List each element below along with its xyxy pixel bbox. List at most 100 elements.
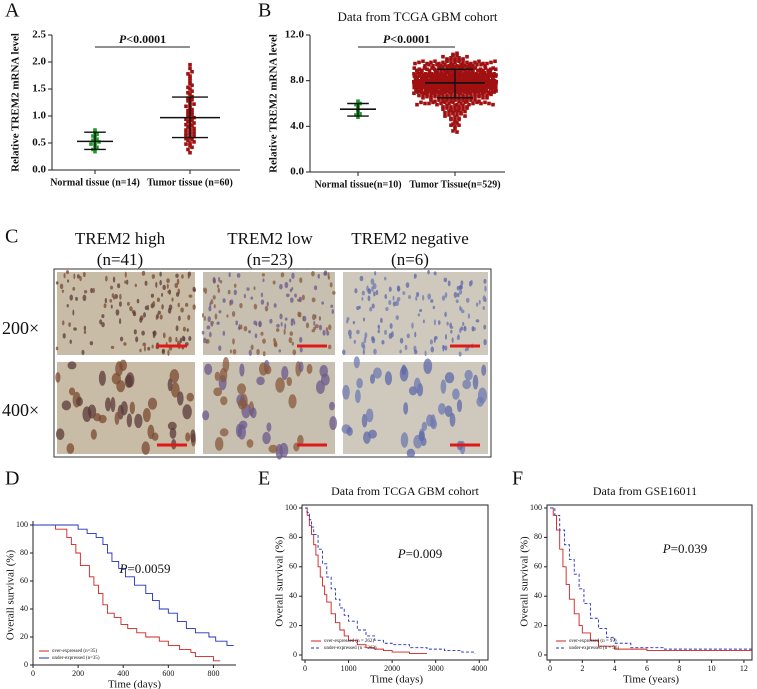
nucleus <box>129 306 133 312</box>
nucleus <box>113 296 116 300</box>
data-point <box>439 64 443 68</box>
data-point <box>487 101 491 106</box>
nucleus <box>385 307 389 311</box>
nucleus <box>353 339 357 344</box>
nucleus <box>284 281 289 289</box>
data-point <box>473 94 477 99</box>
data-point <box>453 103 457 108</box>
data-point <box>429 72 434 76</box>
data-point <box>190 107 194 112</box>
nucleus <box>217 287 221 294</box>
data-point <box>486 68 490 73</box>
nucleus <box>311 270 315 277</box>
data-point <box>184 131 188 136</box>
data-point <box>188 74 192 78</box>
nucleus <box>105 397 112 412</box>
nucleus <box>237 383 247 395</box>
nucleus <box>141 270 146 276</box>
nucleus <box>399 349 402 354</box>
data-point <box>439 69 443 74</box>
nucleus <box>471 325 475 332</box>
data-point <box>433 92 437 97</box>
nucleus <box>276 323 280 328</box>
nucleus <box>72 286 76 291</box>
data-point <box>482 84 486 89</box>
data-point <box>449 116 453 121</box>
data-point <box>439 91 444 96</box>
data-point <box>420 68 424 73</box>
data-point <box>485 75 489 80</box>
p-text: =0.009 <box>406 546 443 561</box>
nucleus <box>449 325 454 329</box>
data-point <box>465 60 469 65</box>
nucleus <box>99 319 103 325</box>
nucleus <box>214 437 224 451</box>
data-point <box>475 100 479 105</box>
panel-label: A <box>5 0 20 22</box>
x-tick-label: 0 <box>303 664 307 673</box>
nucleus <box>298 361 304 373</box>
nucleus <box>299 277 303 284</box>
data-point <box>437 90 442 94</box>
data-point <box>192 134 196 139</box>
data-point <box>481 61 485 66</box>
nucleus <box>462 321 465 326</box>
nucleus <box>152 331 156 335</box>
data-point <box>431 64 435 68</box>
data-point <box>449 86 454 91</box>
data-point <box>425 61 429 66</box>
nucleus <box>460 309 465 314</box>
data-point <box>471 69 475 74</box>
data-point <box>425 67 429 72</box>
nucleus <box>114 411 120 425</box>
nucleus <box>467 313 471 319</box>
data-point <box>184 128 188 132</box>
data-point <box>186 114 190 118</box>
nucleus <box>83 325 87 331</box>
data-point <box>417 93 421 98</box>
nucleus <box>396 296 401 302</box>
nucleus <box>90 429 97 440</box>
chart-title: Data from GSE16011 <box>593 484 697 498</box>
nucleus <box>399 337 404 344</box>
data-point <box>425 73 430 77</box>
data-point <box>468 75 473 80</box>
y-tick-label: 8.0 <box>290 74 304 86</box>
data-point <box>467 82 472 86</box>
data-point <box>429 60 433 65</box>
nucleus <box>262 431 271 445</box>
nucleus <box>264 365 272 375</box>
nucleus <box>253 320 257 325</box>
data-point <box>457 89 461 93</box>
p-value: P=0.009 <box>397 546 443 561</box>
data-point <box>448 83 452 88</box>
data-point <box>481 68 485 73</box>
data-point <box>451 72 455 76</box>
data-point <box>414 73 418 77</box>
nucleus <box>167 421 177 431</box>
y-tick-label: 0 <box>24 660 28 669</box>
data-point <box>451 52 455 57</box>
data-point <box>482 74 487 78</box>
data-point <box>449 123 453 127</box>
data-point <box>186 119 190 124</box>
nucleus <box>166 278 170 284</box>
data-point <box>472 73 477 77</box>
nucleus <box>174 282 179 289</box>
y-tick-label: 100 <box>16 520 28 529</box>
nucleus <box>284 323 287 330</box>
p-text: <0.0001 <box>390 32 430 46</box>
data-point <box>445 57 449 61</box>
nucleus <box>62 333 66 339</box>
data-point <box>186 138 190 143</box>
nucleus <box>212 276 216 284</box>
nucleus <box>401 364 407 376</box>
nucleus <box>216 284 220 288</box>
nucleus <box>192 304 196 310</box>
data-point <box>453 124 457 129</box>
nucleus <box>321 301 324 305</box>
nucleus <box>483 338 486 346</box>
data-point <box>192 140 196 144</box>
data-point <box>417 85 421 90</box>
nucleus <box>429 339 433 345</box>
